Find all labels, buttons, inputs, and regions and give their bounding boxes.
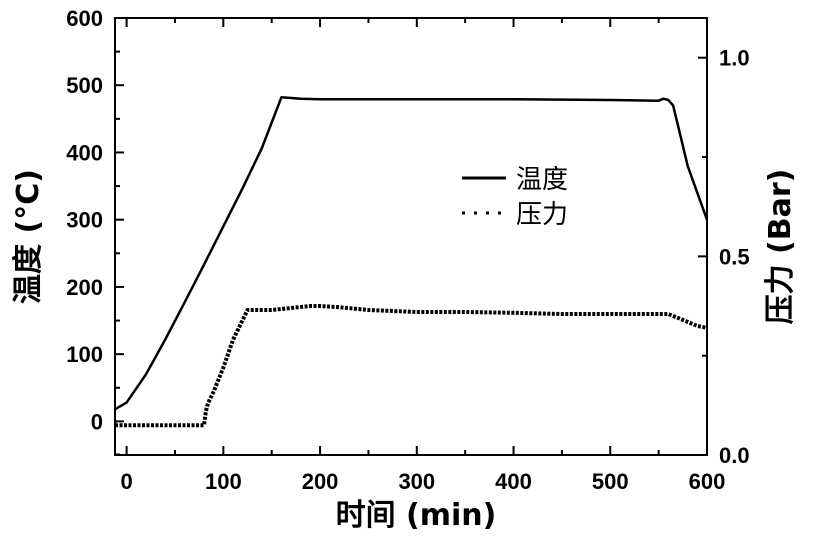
left-y-tick-label: 200	[66, 275, 103, 300]
plot-area	[115, 97, 707, 425]
left-y-tick-label: 0	[91, 409, 103, 434]
right-y-axis-title: 压力 (Bar)	[763, 169, 798, 325]
x-tick-label: 200	[302, 469, 339, 494]
x-axis-title: 时间 (min)	[336, 498, 497, 533]
x-tick-label: 0	[120, 469, 132, 494]
x-tick-label: 600	[689, 469, 726, 494]
legend: 温度 压力	[462, 165, 568, 230]
temperature-series-line	[115, 97, 707, 409]
left-y-tick-label: 300	[66, 208, 103, 233]
legend-label-temperature: 温度	[516, 165, 568, 195]
x-tick-label: 500	[592, 469, 629, 494]
plot-frame	[115, 18, 707, 455]
right-y-tick-label: 0.5	[719, 244, 750, 269]
left-y-tick-label: 100	[66, 342, 103, 367]
left-y-axis-title: 温度 (°C)	[11, 169, 46, 304]
left-y-tick-label: 500	[66, 73, 103, 98]
pressure-series-line	[115, 306, 707, 425]
right-y-tick-label: 0.0	[719, 443, 750, 468]
axes: 010020030040050060001002003004005006000.…	[66, 6, 749, 494]
legend-label-pressure: 压力	[516, 200, 568, 230]
left-y-tick-label: 400	[66, 140, 103, 165]
x-tick-label: 300	[398, 469, 435, 494]
x-tick-label: 400	[495, 469, 532, 494]
left-y-tick-label: 600	[66, 6, 103, 31]
x-tick-label: 100	[205, 469, 242, 494]
right-y-tick-label: 1.0	[719, 46, 750, 71]
